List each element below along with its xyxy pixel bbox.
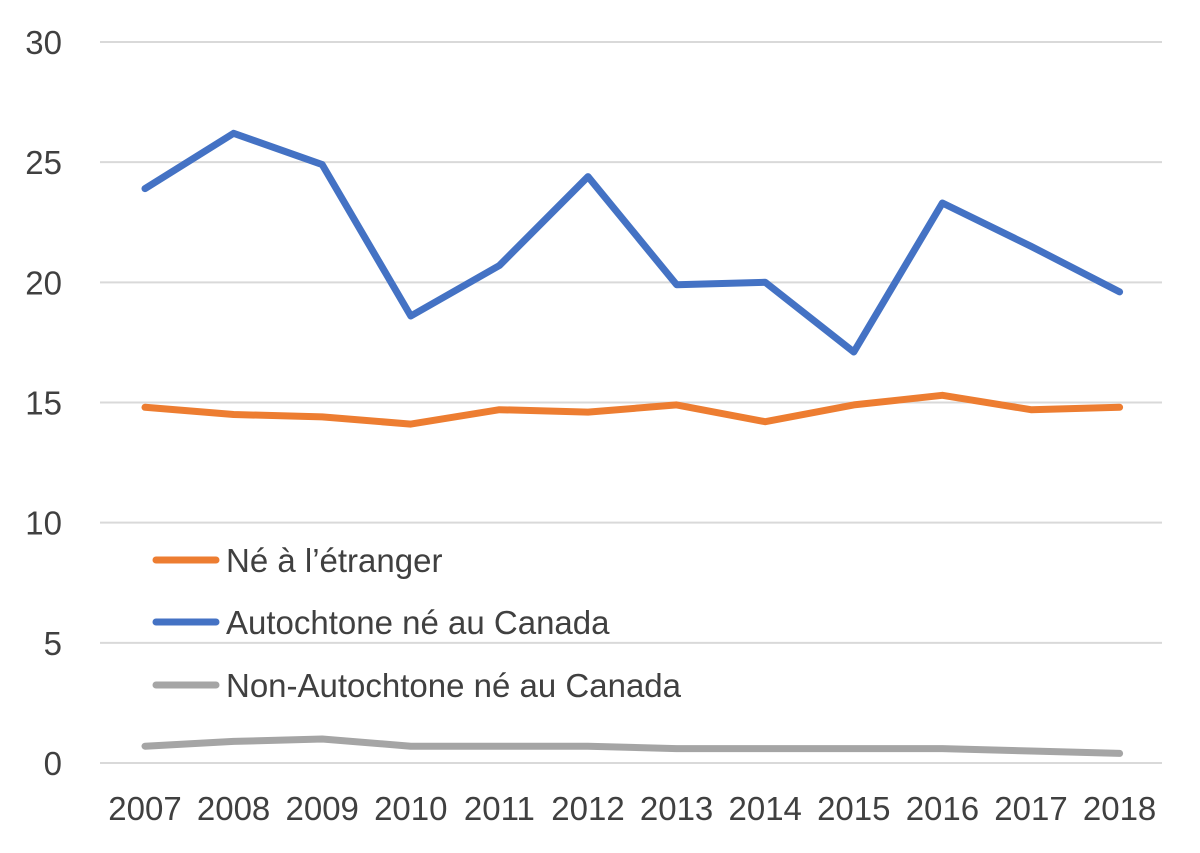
- legend-label-1: Autochtone né au Canada: [226, 604, 610, 641]
- y-tick-label-25: 25: [25, 144, 62, 181]
- x-tick-label-2009: 2009: [285, 790, 358, 827]
- x-tick-label-2017: 2017: [994, 790, 1067, 827]
- x-tick-label-2012: 2012: [551, 790, 624, 827]
- y-tick-label-20: 20: [25, 264, 62, 301]
- series-line-0: [141, 391, 1124, 428]
- y-axis-tick-labels: 0 5 10 15 20 25 30: [25, 24, 62, 782]
- legend-label-0: Né à l’étranger: [226, 542, 442, 579]
- y-tick-label-0: 0: [44, 745, 62, 782]
- y-tick-label-30: 30: [25, 24, 62, 61]
- legend: Né à l’étranger Autochtone né au Canada No…: [152, 542, 682, 704]
- series-lines: [141, 129, 1124, 757]
- x-tick-label-2011: 2011: [464, 790, 535, 827]
- x-tick-label-2007: 2007: [108, 790, 181, 827]
- series-line-2: [141, 735, 1124, 757]
- gridlines: [100, 41, 1162, 764]
- x-tick-label-2015: 2015: [817, 790, 890, 827]
- x-tick-label-2014: 2014: [728, 790, 801, 827]
- x-tick-label-2016: 2016: [906, 790, 979, 827]
- x-tick-label-2013: 2013: [640, 790, 713, 827]
- x-axis-tick-labels: 2007 2008 2009 2010 2011 2012 2013 2014 2015 2016…: [108, 790, 1156, 827]
- x-tick-label-2018: 2018: [1083, 790, 1156, 827]
- x-tick-label-2008: 2008: [197, 790, 270, 827]
- y-tick-label-5: 5: [44, 625, 62, 662]
- y-tick-label-15: 15: [25, 385, 62, 422]
- x-tick-label-2010: 2010: [374, 790, 447, 827]
- legend-label-2: Non-Autochtone né au Canada: [226, 667, 682, 704]
- y-tick-label-10: 10: [25, 505, 62, 542]
- series-line-1: [141, 129, 1124, 356]
